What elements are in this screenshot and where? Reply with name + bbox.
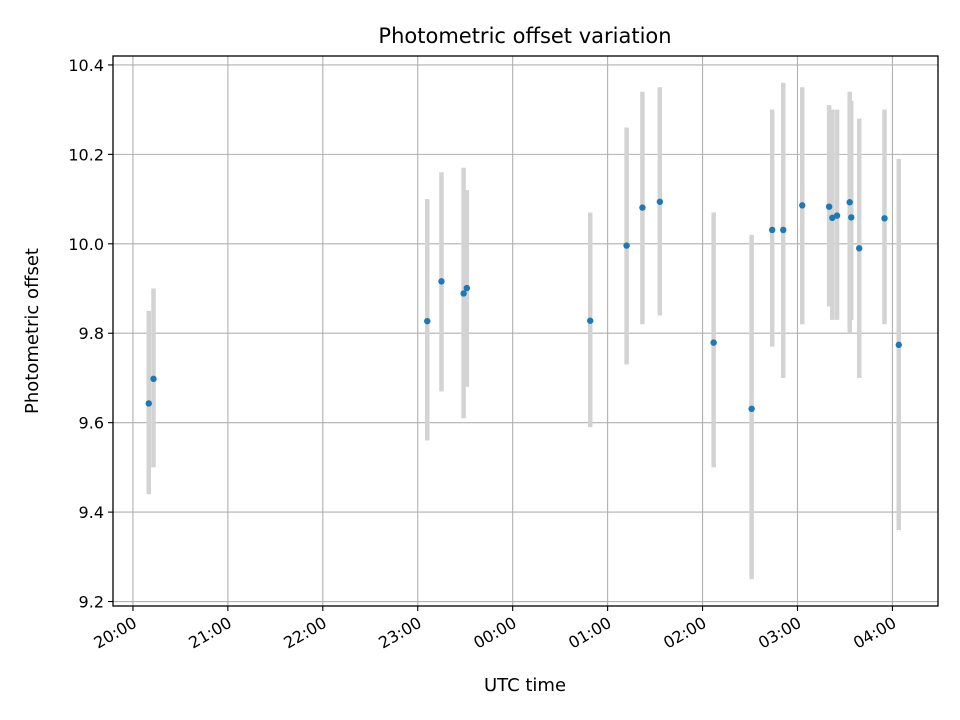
data-point <box>825 203 833 210</box>
y-tick-label: 10.2 <box>68 145 104 164</box>
grid <box>113 56 938 606</box>
x-tick-label: 01:00 <box>565 613 614 653</box>
data-point <box>780 226 787 234</box>
data-point <box>656 198 664 205</box>
data-point <box>438 278 445 285</box>
data-points <box>145 198 902 413</box>
data-point <box>145 400 152 407</box>
axis-ticks: 20:00 21:00 22:00 23:00 00:00 01:00 02:00 03:00… <box>68 56 899 653</box>
data-point <box>846 199 853 206</box>
data-point <box>848 214 855 221</box>
y-axis-title: Photometric offset <box>22 248 43 414</box>
error-bars <box>146 82 902 580</box>
y-tick-label: 10.0 <box>68 235 104 254</box>
y-tick-label: 9.6 <box>79 414 104 433</box>
data-point <box>895 341 902 349</box>
x-tick-label: 23:00 <box>375 613 424 653</box>
x-tick-label: 22:00 <box>280 613 329 653</box>
y-tick-label: 9.2 <box>79 593 104 612</box>
data-point <box>710 339 717 346</box>
y-tick-label: 9.8 <box>79 324 104 343</box>
data-point <box>623 242 630 249</box>
data-point <box>833 212 841 219</box>
data-point <box>460 290 467 297</box>
data-point <box>150 375 157 383</box>
x-tick-label: 03:00 <box>755 613 804 653</box>
data-point <box>829 214 836 222</box>
x-tick-label: 21:00 <box>185 613 234 653</box>
x-tick-label: 04:00 <box>850 613 899 653</box>
chart-title: Photometric offset variation <box>378 24 671 48</box>
x-axis-title: UTC time <box>484 675 566 696</box>
data-point <box>587 317 594 324</box>
data-point <box>748 405 755 413</box>
y-tick-label: 10.4 <box>68 56 104 75</box>
x-tick-label: 02:00 <box>660 613 709 653</box>
x-tick-label: 20:00 <box>91 613 140 653</box>
plot-frame <box>112 55 939 607</box>
data-point <box>768 226 776 234</box>
data-point <box>881 215 888 222</box>
data-point <box>799 202 806 209</box>
data-point <box>463 284 470 292</box>
y-tick-label: 9.4 <box>79 503 104 522</box>
x-tick-label: 00:00 <box>470 613 519 653</box>
data-point <box>856 245 863 252</box>
data-point <box>424 317 431 325</box>
data-point <box>639 204 646 211</box>
